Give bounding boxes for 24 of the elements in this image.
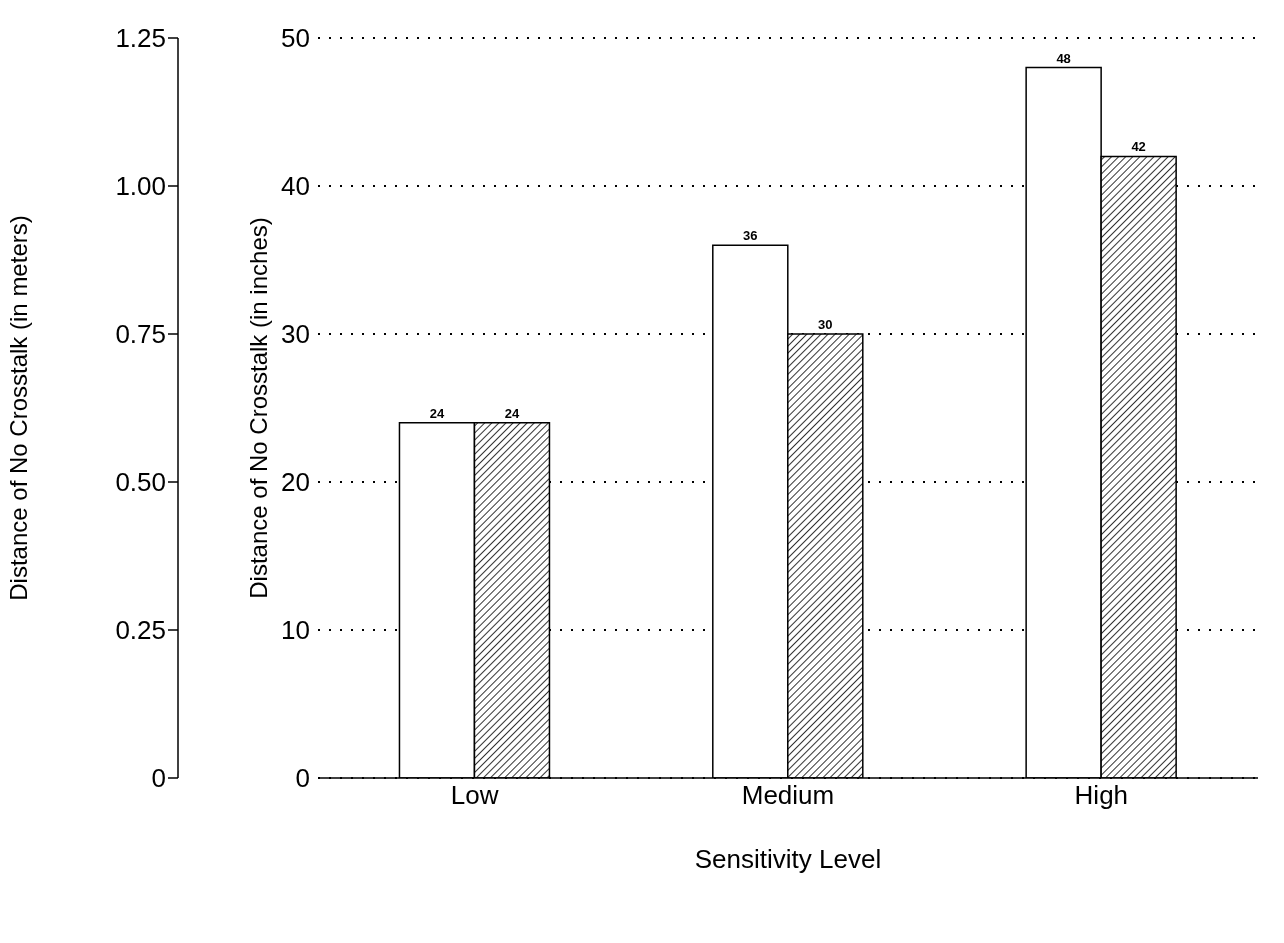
y-tick-label: 50	[281, 23, 310, 54]
y-tick-label: 10	[281, 615, 310, 646]
y2-tick-label: 1.25	[115, 23, 166, 54]
y-axis-title: Distance of No Crosstalk (in inches)	[244, 217, 272, 599]
data-label: 42	[1131, 139, 1146, 155]
x-tick-label: Low	[450, 780, 499, 811]
y2-tick-label: 0	[151, 763, 166, 794]
y2-tick-label: 0.75	[115, 319, 166, 350]
y-tick-label: 30	[281, 319, 310, 350]
y2-tick-label: 0.50	[115, 467, 166, 498]
data-label: 48	[1056, 50, 1071, 66]
y-tick-label: 20	[281, 467, 310, 498]
data-label: 24	[429, 405, 445, 421]
y2-tick-label: 1.00	[115, 171, 166, 202]
y2-axis-title: Distance of No Crosstalk (in meters)	[4, 215, 32, 601]
y-tick-label: 0	[295, 763, 310, 794]
data-label: 30	[818, 317, 833, 332]
y-tick-label: 40	[281, 171, 310, 202]
x-axis-title: Sensitivity Level	[694, 844, 882, 874]
data-label: 36	[743, 228, 758, 244]
x-tick-label: Medium	[741, 780, 835, 811]
y2-tick-label: 0.25	[115, 615, 166, 646]
data-label: 24	[504, 405, 520, 421]
x-tick-label: High	[1074, 780, 1129, 811]
